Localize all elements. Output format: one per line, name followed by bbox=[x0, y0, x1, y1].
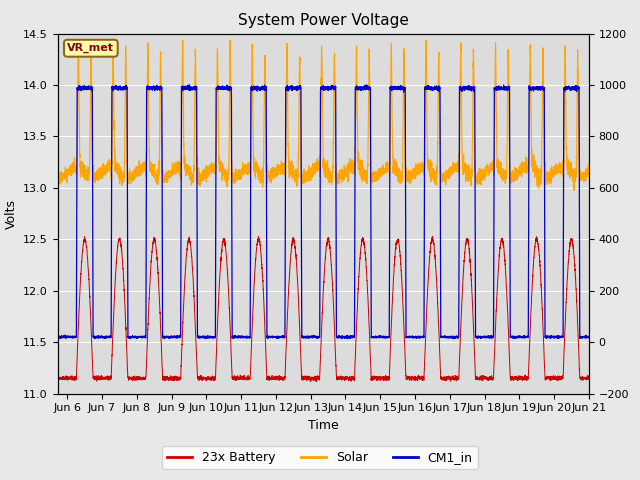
Legend: 23x Battery, Solar, CM1_in: 23x Battery, Solar, CM1_in bbox=[163, 446, 477, 469]
Y-axis label: Volts: Volts bbox=[4, 199, 17, 228]
Text: VR_met: VR_met bbox=[67, 43, 115, 53]
X-axis label: Time: Time bbox=[308, 419, 339, 432]
Title: System Power Voltage: System Power Voltage bbox=[238, 13, 408, 28]
